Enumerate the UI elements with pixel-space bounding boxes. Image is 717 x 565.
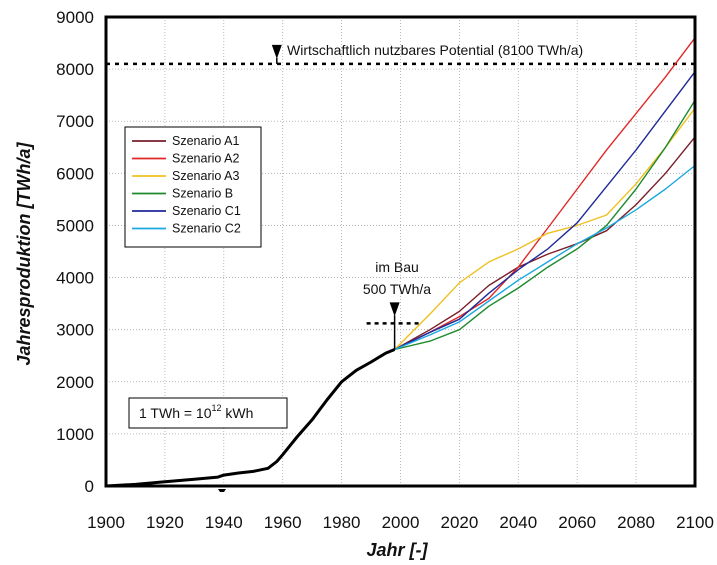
unit-note-suffix: kWh <box>222 405 254 421</box>
series-line-szenario-c1 <box>394 71 696 351</box>
x-tick-label: 1980 <box>323 513 361 532</box>
x-tick-label: 2000 <box>382 513 420 532</box>
series-line-szenario-c2 <box>394 164 696 351</box>
axis-notch-icon <box>218 489 226 492</box>
construction-marker-icon <box>389 302 400 317</box>
y-tick-label: 4000 <box>56 269 94 288</box>
unit-note-exponent: 12 <box>212 403 222 413</box>
series-line-szenario-a3 <box>394 107 696 350</box>
x-axis-title: Jahr [-] <box>366 540 428 560</box>
x-tick-label: 2020 <box>440 513 478 532</box>
y-tick-label: 0 <box>85 477 94 496</box>
legend-label: Szenario A2 <box>172 152 239 166</box>
unit-note: 1 TWh = 1012 kWh <box>128 397 288 429</box>
historical-production-line <box>105 348 396 488</box>
x-tick-label: 1920 <box>146 513 184 532</box>
y-tick-label: 7000 <box>56 112 94 131</box>
x-tick-label: 2040 <box>499 513 537 532</box>
legend: Szenario A1 Szenario A2 Szenario A3 Szenari… <box>124 126 262 248</box>
legend-label: Szenario C2 <box>172 222 241 236</box>
x-tick-label: 2100 <box>676 513 714 532</box>
unit-note-prefix: 1 TWh = 10 <box>139 405 212 421</box>
legend-box <box>124 126 262 248</box>
x-tick-labels: 1900 1920 1940 1960 1980 2000 2020 2040 2060 2080… <box>87 513 714 532</box>
legend-label: Szenario A3 <box>172 169 239 183</box>
y-tick-label: 8000 <box>56 60 94 79</box>
potential-marker-icon <box>271 44 282 59</box>
y-tick-label: 1000 <box>56 425 94 444</box>
y-axis-title: Jahresproduktion [TWh/a] <box>14 141 34 365</box>
plot-frame <box>104 15 697 488</box>
legend-label: Szenario C1 <box>172 204 241 218</box>
construction-label-2: 500 TWh/a <box>363 281 431 297</box>
x-tick-label: 2080 <box>617 513 655 532</box>
y-tick-label: 6000 <box>56 164 94 183</box>
unit-note-box <box>128 397 288 429</box>
series-line-szenario-a2 <box>394 37 696 351</box>
series-line-szenario-a1 <box>394 136 696 351</box>
legend-label: Szenario B <box>172 187 233 201</box>
y-tick-label: 5000 <box>56 216 94 235</box>
potential-label: Wirtschaftlich nutzbares Potential (8100… <box>287 42 583 58</box>
x-tick-label: 1940 <box>205 513 243 532</box>
y-tick-label: 2000 <box>56 373 94 392</box>
construction-label-1: im Bau <box>375 259 419 275</box>
series-line-szenario-b <box>394 100 696 351</box>
x-tick-label: 1900 <box>87 513 125 532</box>
legend-label: Szenario A1 <box>172 134 239 148</box>
y-tick-labels: 0 1000 2000 3000 4000 5000 6000 7000 8000 9000 <box>56 8 94 496</box>
series-lines <box>394 37 696 351</box>
x-tick-label: 2060 <box>558 513 596 532</box>
y-tick-label: 3000 <box>56 321 94 340</box>
historical-line <box>105 348 396 488</box>
x-tick-label: 1960 <box>264 513 302 532</box>
svg-text:1 TWh = 1012 kWh: 1 TWh = 1012 kWh <box>139 403 253 421</box>
y-tick-label: 9000 <box>56 8 94 27</box>
